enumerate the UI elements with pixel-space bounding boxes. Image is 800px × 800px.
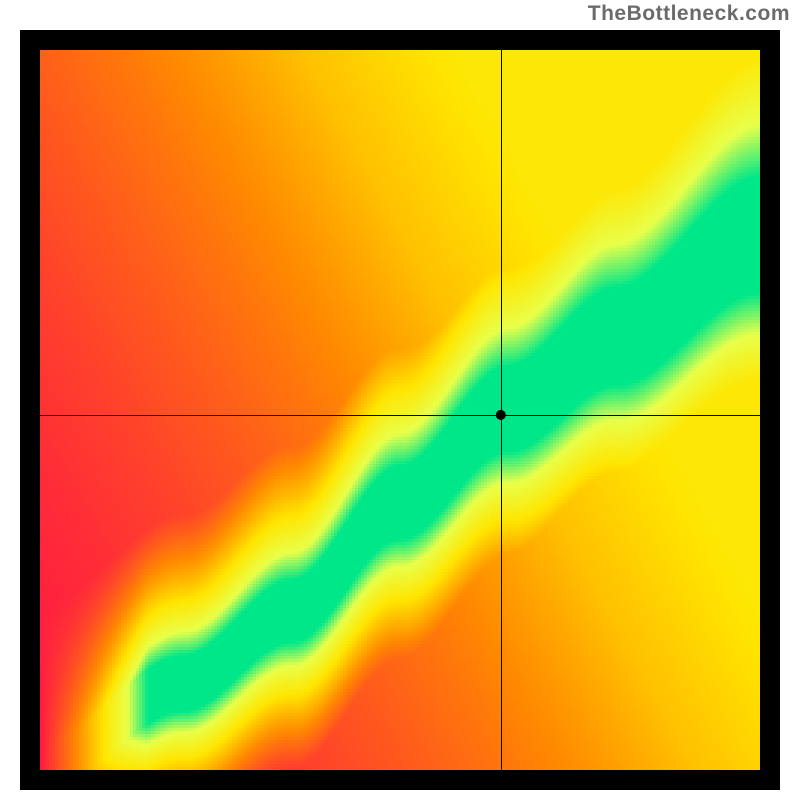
chart-container: TheBottleneck.com [0, 0, 800, 800]
watermark-text: TheBottleneck.com [588, 2, 790, 26]
plot-area [20, 30, 780, 790]
crosshair-overlay [20, 30, 780, 790]
